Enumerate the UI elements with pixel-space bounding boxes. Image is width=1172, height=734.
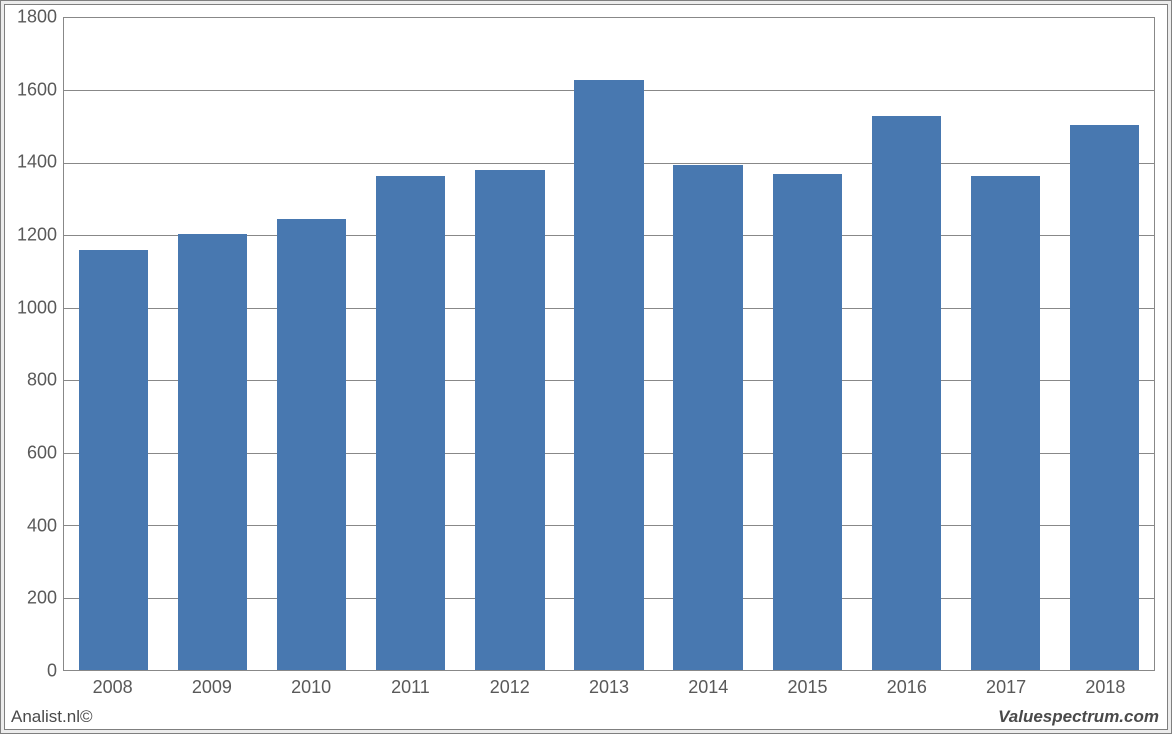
x-tick-label: 2010 — [291, 677, 331, 698]
bar — [79, 250, 148, 670]
y-tick-label: 600 — [27, 443, 57, 464]
y-tick-label: 200 — [27, 588, 57, 609]
y-tick-label: 0 — [47, 661, 57, 682]
bar — [376, 176, 445, 670]
bar — [1070, 125, 1139, 670]
chart-outer-frame: 2008 2009 2010 2011 2012 2013 2014 2015 2016 2017… — [0, 0, 1172, 734]
bar — [277, 219, 346, 670]
y-tick-label: 800 — [27, 370, 57, 391]
x-axis-labels: 2008 2009 2010 2011 2012 2013 2014 2015 2016 2017… — [63, 677, 1155, 705]
footer-left-credit: Analist.nl© — [11, 707, 93, 727]
bar — [574, 80, 643, 670]
bar — [971, 176, 1040, 670]
x-tick-label: 2012 — [490, 677, 530, 698]
y-tick-label: 1400 — [17, 152, 57, 173]
x-tick-label: 2014 — [688, 677, 728, 698]
y-tick-label: 1000 — [17, 297, 57, 318]
bar — [773, 174, 842, 670]
chart-inner-frame: 2008 2009 2010 2011 2012 2013 2014 2015 2016 2017… — [4, 4, 1168, 730]
x-tick-label: 2017 — [986, 677, 1026, 698]
x-tick-label: 2018 — [1085, 677, 1125, 698]
x-tick-label: 2008 — [93, 677, 133, 698]
bar — [673, 165, 742, 670]
y-tick-label: 1800 — [17, 7, 57, 28]
y-tick-label: 1600 — [17, 79, 57, 100]
bar — [872, 116, 941, 670]
plot-wrap: 2008200920102011201220132014201520162017… — [63, 17, 1155, 671]
x-tick-label: 2013 — [589, 677, 629, 698]
footer-right-credit: Valuespectrum.com — [998, 707, 1159, 727]
bar — [475, 170, 544, 670]
y-tick-label: 400 — [27, 515, 57, 536]
x-tick-label: 2011 — [391, 677, 430, 698]
bar — [178, 234, 247, 670]
x-tick-label: 2015 — [788, 677, 828, 698]
y-tick-label: 1200 — [17, 225, 57, 246]
plot-area — [63, 17, 1155, 671]
x-tick-label: 2016 — [887, 677, 927, 698]
x-tick-label: 2009 — [192, 677, 232, 698]
